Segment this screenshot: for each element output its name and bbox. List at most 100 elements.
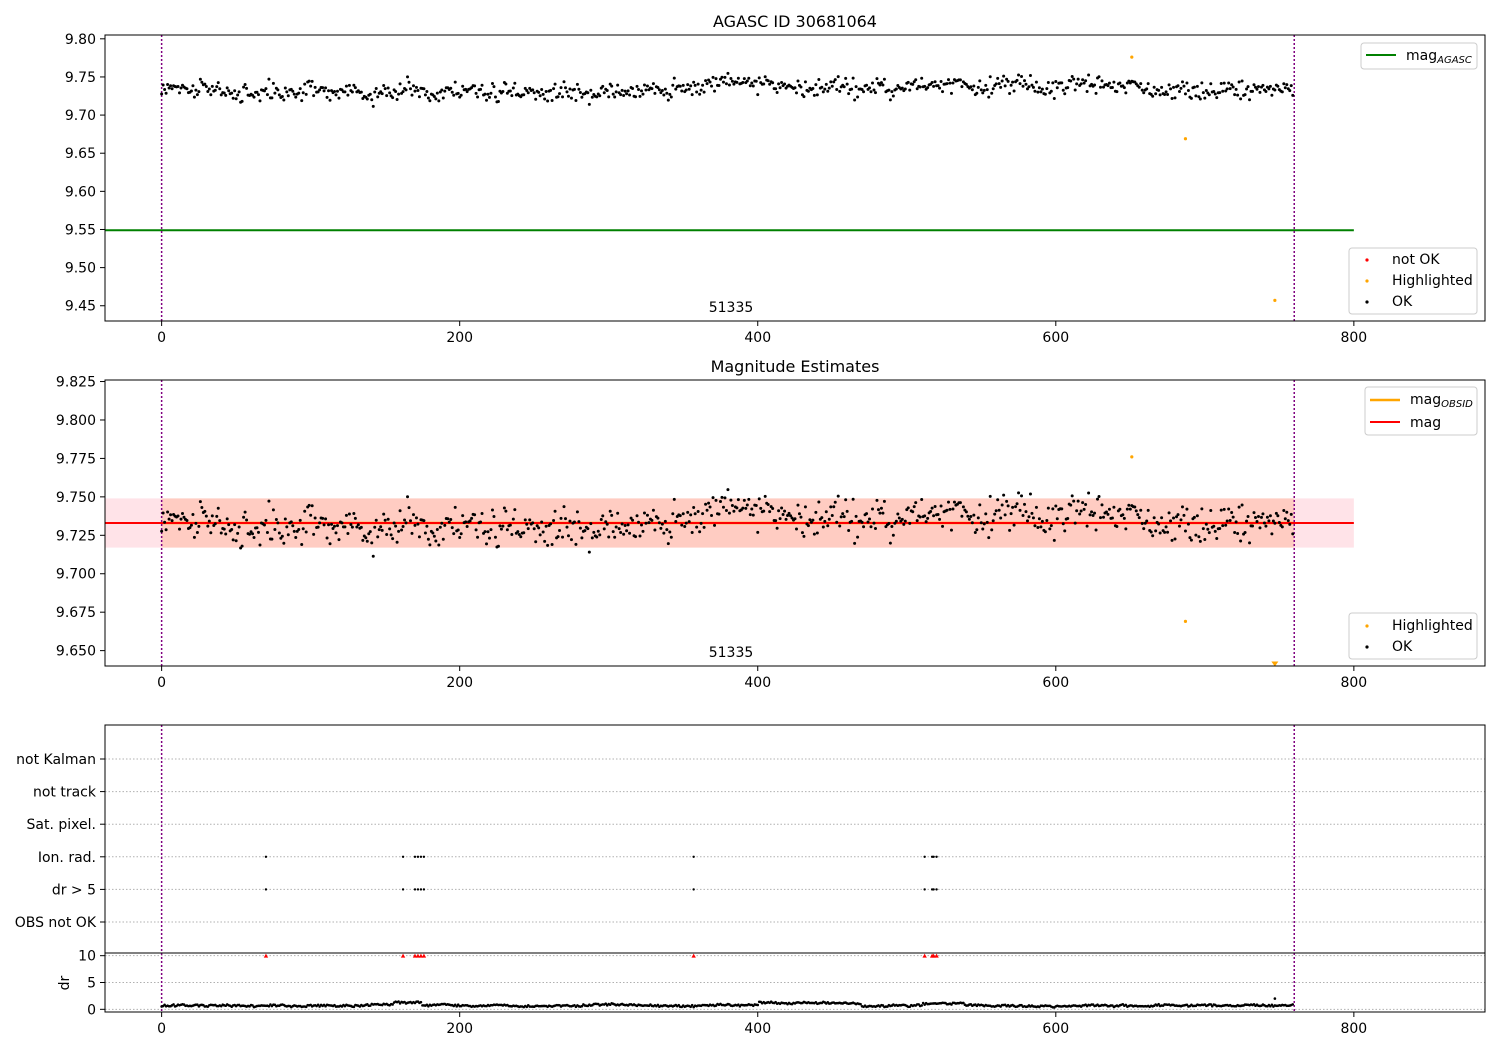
legend-ok-swatch — [1365, 300, 1369, 304]
ok-point — [1246, 85, 1250, 89]
ok-point — [714, 498, 718, 502]
ok-point — [1283, 86, 1287, 90]
dr-clipped-marker — [421, 953, 427, 958]
ok-point — [1028, 492, 1032, 496]
ok-point — [641, 529, 645, 533]
dr-point — [368, 1004, 372, 1007]
ok-point — [1039, 525, 1043, 529]
dr-point — [1209, 1003, 1213, 1006]
ok-point — [401, 525, 405, 529]
ok-point — [1261, 83, 1265, 87]
ok-point — [751, 513, 755, 517]
ok-point — [669, 95, 673, 99]
ok-point — [856, 95, 860, 99]
ok-point — [368, 530, 372, 534]
ok-point — [553, 82, 557, 86]
ok-point — [394, 524, 398, 528]
dr-clipped-marker — [400, 953, 406, 958]
ok-point — [1200, 81, 1204, 85]
ok-point — [684, 521, 688, 525]
ok-point — [952, 500, 956, 504]
y-tick-label: 9.775 — [56, 451, 96, 467]
ok-point — [1060, 507, 1064, 511]
ok-point — [939, 504, 943, 508]
ok-point — [274, 518, 278, 522]
dr-point — [756, 1003, 760, 1007]
ok-point — [322, 89, 326, 93]
ok-point — [1280, 525, 1284, 529]
ok-point — [422, 519, 426, 523]
ok-point — [1172, 516, 1176, 520]
ok-point — [1204, 89, 1208, 93]
ok-point — [811, 518, 815, 522]
ok-point — [969, 515, 973, 519]
dr-point — [737, 1003, 740, 1006]
ok-point — [534, 97, 538, 101]
ok-point — [604, 520, 608, 524]
ok-point — [1265, 515, 1269, 519]
ok-point — [1061, 88, 1065, 92]
ok-point — [569, 538, 573, 542]
ok-point — [915, 87, 919, 91]
ok-point — [432, 94, 436, 98]
legend2-ok-label: OK — [1392, 639, 1413, 655]
ok-point — [496, 544, 500, 548]
ok-point — [1228, 518, 1232, 522]
ok-point — [838, 524, 842, 528]
y-tick-label: 9.60 — [65, 184, 96, 200]
ok-point — [711, 496, 715, 500]
ok-point — [651, 82, 655, 86]
ok-point — [657, 88, 661, 92]
ok-point — [806, 524, 810, 528]
ok-point — [370, 541, 374, 545]
ok-point — [668, 92, 672, 96]
ok-point — [309, 513, 313, 517]
ok-point — [616, 511, 620, 515]
ok-point — [1194, 533, 1198, 537]
ok-point — [356, 523, 360, 527]
highlighted-point — [1273, 298, 1277, 303]
ok-point — [903, 519, 907, 523]
ok-point — [856, 535, 860, 539]
ok-point — [327, 523, 331, 527]
ok-point — [285, 90, 289, 94]
ok-point — [255, 526, 259, 530]
ok-point — [1079, 82, 1083, 86]
ok-point — [860, 88, 864, 92]
ok-point — [179, 517, 183, 521]
ok-point — [796, 79, 800, 83]
ok-point — [1005, 499, 1009, 503]
panel-flags-axes: not Kalman not track Sat. pixel. Ion. rad. d… — [15, 752, 105, 931]
ok-point — [1206, 527, 1210, 531]
ok-point — [423, 93, 427, 97]
ok-point — [517, 532, 521, 536]
ok-point — [964, 82, 968, 86]
ok-point — [1273, 88, 1277, 92]
ok-point — [879, 81, 883, 85]
ok-point — [443, 89, 447, 93]
ok-point — [946, 78, 950, 82]
ok-point — [613, 535, 617, 539]
ok-point — [1185, 507, 1189, 511]
ok-point — [605, 522, 609, 526]
ok-point — [450, 90, 454, 94]
ok-point — [987, 536, 991, 540]
ok-point — [438, 525, 442, 529]
ok-point — [550, 99, 554, 103]
ok-point — [1218, 527, 1222, 531]
y-tick-label: 9.80 — [65, 32, 96, 48]
ok-point — [271, 508, 275, 512]
ok-point — [1143, 521, 1147, 525]
ok-point — [406, 495, 410, 499]
ok-point — [563, 517, 567, 521]
ok-point — [1221, 524, 1225, 528]
ok-point — [553, 509, 557, 513]
ok-point — [701, 83, 705, 87]
ok-point — [459, 93, 463, 97]
dr-point — [1185, 1003, 1189, 1007]
ok-point — [620, 522, 624, 526]
ok-point — [790, 516, 794, 520]
ok-point — [1245, 87, 1249, 91]
ok-point — [580, 95, 584, 99]
dr-point — [419, 1000, 423, 1004]
